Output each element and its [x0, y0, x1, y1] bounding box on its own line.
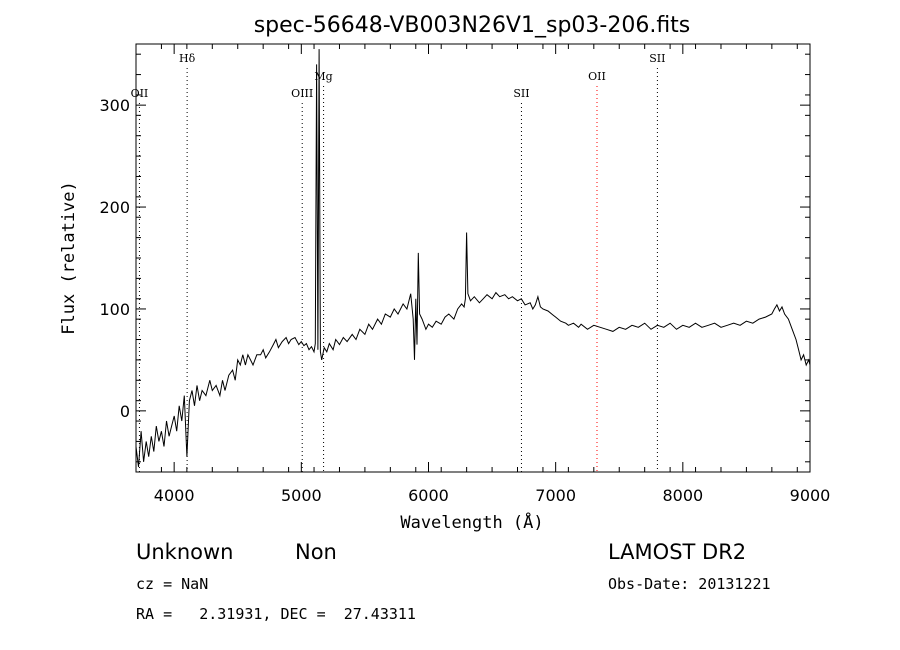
y-tick-label: 100 — [99, 300, 130, 319]
y-tick-label: 300 — [99, 96, 130, 115]
survey-label: LAMOST DR2 — [608, 540, 747, 564]
annotation-label: OII — [131, 87, 149, 100]
x-tick-label: 6000 — [408, 486, 449, 505]
x-axis-label: Wavelength (Å) — [400, 511, 543, 533]
x-tick-label: 8000 — [662, 486, 703, 505]
annotation-label: OII — [588, 70, 606, 83]
annotation-label: SII — [649, 52, 665, 65]
annotation-label: OIII — [291, 87, 313, 100]
class-label: Unknown — [136, 540, 234, 564]
annotation-label: SII — [513, 87, 529, 100]
plot-frame — [135, 43, 811, 473]
annotation-label: Hδ — [179, 52, 196, 65]
subclass-label: Non — [295, 540, 337, 564]
redshift-label: cz = NaN — [136, 575, 209, 593]
x-tick-label: 9000 — [790, 486, 831, 505]
y-tick-label: 200 — [99, 198, 130, 217]
spectrum-line — [135, 49, 811, 467]
axis-ticks: 4000 5000 6000 7000 8000 9000 0 100 200 300 — [99, 44, 830, 505]
chart-title: spec-56648-VB003N26V1_sp03-206.fits — [254, 13, 691, 38]
coords-label: RA = 2.31931, DEC = 27.43311 — [136, 605, 416, 623]
x-tick-label: 4000 — [154, 486, 195, 505]
obs-date-label: Obs-Date: 20131221 — [608, 575, 771, 593]
x-tick-label: 5000 — [281, 486, 322, 505]
x-tick-label: 7000 — [535, 486, 576, 505]
y-tick-label: 0 — [120, 402, 130, 421]
y-axis-label: Flux (relative) — [59, 181, 79, 335]
